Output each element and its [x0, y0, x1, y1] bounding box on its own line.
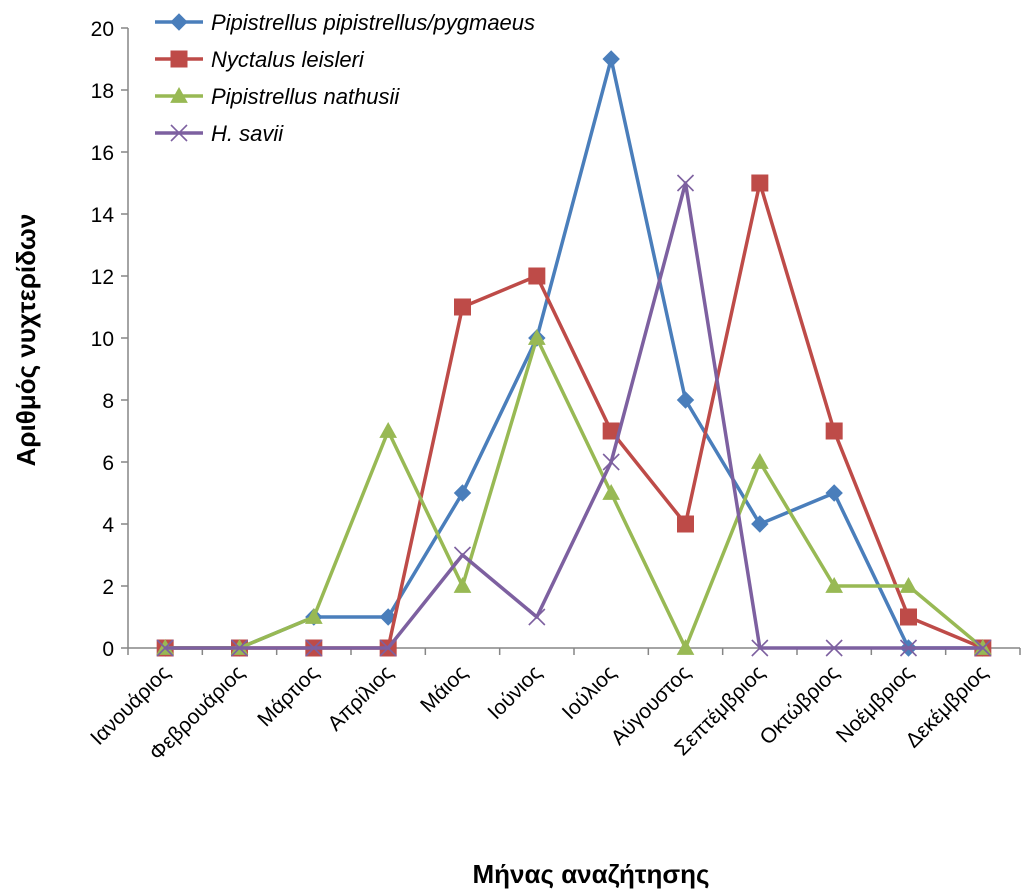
data-point: [527, 328, 546, 345]
data-point: [528, 608, 546, 626]
legend-marker: [170, 86, 188, 103]
data-point: [453, 484, 472, 502]
data-point: [825, 484, 843, 502]
series-4: [156, 174, 992, 657]
x-tick-label: Οκτώβριος: [756, 661, 844, 749]
data-point: [676, 391, 695, 409]
data-point: [156, 639, 174, 657]
x-tick-label: Μάιος: [416, 661, 472, 717]
data-point: [677, 515, 694, 533]
data-point: [899, 576, 918, 593]
legend-marker: [170, 13, 188, 31]
data-point: [379, 421, 398, 438]
data-point: [230, 639, 249, 657]
x-axis-title: Μήνας αναζήτησης: [472, 859, 709, 889]
data-point: [974, 639, 992, 657]
data-point: [750, 452, 769, 469]
data-point: [751, 174, 769, 192]
y-tick-label: 4: [102, 514, 114, 537]
y-tick-label: 2: [102, 576, 114, 599]
data-point: [602, 50, 620, 68]
data-point: [453, 576, 472, 593]
data-point: [304, 607, 323, 624]
data-point: [379, 639, 397, 657]
data-point: [676, 638, 695, 655]
data-point: [825, 639, 843, 657]
x-tick-label: Ιούλιος: [558, 661, 621, 724]
x-tick-label: Απρίλιος: [323, 661, 397, 735]
x-tick-label: Μάρτιος: [253, 661, 323, 731]
data-point: [825, 576, 844, 593]
legend-item: Pipistrellus nathusii: [155, 84, 400, 109]
y-tick-label: 10: [91, 328, 114, 351]
x-tick-label: Ιούνιος: [483, 661, 546, 724]
y-tick-label: 12: [91, 266, 114, 289]
legend-label: H. savii: [211, 121, 284, 146]
series-layer: [156, 50, 992, 657]
legend: Pipistrellus pipistrellus/pygmaeus Nyctal…: [155, 10, 535, 146]
data-point: [602, 483, 621, 500]
series-3: [156, 328, 992, 655]
data-point: [899, 639, 918, 657]
y-axis-title: Αριθμός νυχτερίδων: [11, 214, 41, 467]
legend-item: Pipistrellus pipistrellus/pygmaeus: [155, 10, 535, 35]
series-line: [165, 336, 984, 650]
data-point: [751, 515, 769, 533]
data-point: [305, 639, 323, 657]
legend-label: Pipistrellus nathusii: [211, 84, 400, 109]
y-tick-label: 0: [102, 638, 114, 661]
data-point: [454, 298, 471, 316]
y-tick-label: 18: [91, 80, 114, 103]
legend-item: H. savii: [155, 121, 284, 146]
y-tick-label: 14: [91, 204, 115, 227]
data-point: [602, 453, 620, 471]
data-point: [528, 267, 546, 285]
data-point: [900, 608, 917, 626]
legend-marker: [170, 124, 188, 142]
legend-item: Nyctalus leisleri: [155, 47, 365, 72]
data-point: [825, 422, 843, 440]
y-tick-label: 16: [91, 142, 114, 165]
series-line: [165, 181, 983, 650]
data-point: [751, 639, 769, 657]
data-point: [676, 174, 695, 192]
legend-marker: [170, 50, 188, 68]
legend-label: Nyctalus leisleri: [211, 47, 365, 72]
legend-label: Pipistrellus pipistrellus/pygmaeus: [211, 10, 535, 35]
data-point: [379, 608, 397, 626]
y-tick-label: 20: [91, 18, 114, 41]
y-tick-label: 8: [102, 390, 114, 413]
data-point: [453, 546, 472, 564]
y-tick-label: 6: [102, 452, 114, 475]
